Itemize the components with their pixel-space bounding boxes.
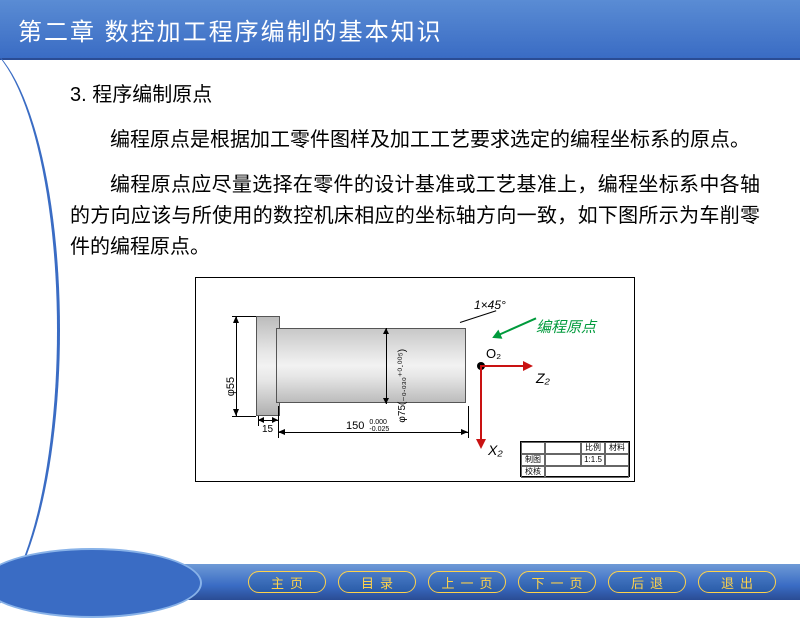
dim-15-label: 15 [262, 422, 273, 438]
x-axis-arrow [480, 365, 482, 447]
tb-cell [605, 454, 629, 466]
home-button[interactable]: 主页 [248, 571, 326, 593]
tb-cell [545, 454, 581, 466]
dim-ext [468, 406, 469, 438]
paragraph-1: 编程原点是根据加工零件图样及加工工艺要求选定的编程坐标系的原点。 [70, 125, 760, 156]
dim-phi55-line [236, 316, 237, 416]
dim-ext [232, 416, 256, 417]
next-button[interactable]: 下一页 [518, 571, 596, 593]
decorative-footer-curve [0, 548, 202, 618]
chapter-title: 第二章 数控加工程序编制的基本知识 [18, 12, 443, 47]
tb-material-head: 材料 [605, 442, 629, 454]
tb-cell [521, 442, 545, 454]
origin-arrow [494, 317, 537, 338]
section-heading: 3. 程序编制原点 [70, 80, 760, 111]
slide-content: 3. 程序编制原点 编程原点是根据加工零件图样及加工工艺要求选定的编程坐标系的原… [0, 60, 800, 492]
tb-checked: 校核 [521, 466, 545, 478]
tb-drawn: 制图 [521, 454, 545, 466]
tb-cell [545, 466, 629, 478]
dim-phi75-line [386, 328, 387, 404]
dim-150-label: 150 0.000 -0.025 [346, 418, 389, 435]
z-axis-arrow [481, 365, 531, 367]
z-axis-label: Z₂ [536, 368, 550, 390]
chapter-header: 第二章 数控加工程序编制的基本知识 [0, 0, 800, 60]
origin-annotation: 编程原点 [536, 316, 596, 339]
dim-phi75-label: φ75(₋₀.₀₃₀⁺⁰·⁰⁰⁵) [395, 349, 411, 423]
dim-150-tolerance: 0.000 -0.025 [369, 419, 389, 433]
lathe-part-drawing: 1×45° 编程原点 O₂ Z₂ X₂ φ55 φ75(₋₀.₀₃₀⁺⁰·⁰⁰⁵… [195, 277, 635, 482]
diagram-container: 1×45° 编程原点 O₂ Z₂ X₂ φ55 φ75(₋₀.₀₃₀⁺⁰·⁰⁰⁵… [70, 277, 760, 482]
dim-ext [232, 316, 256, 317]
origin-symbol: O₂ [486, 344, 501, 364]
chamfer-label: 1×45° [474, 296, 506, 315]
exit-button[interactable]: 退出 [698, 571, 776, 593]
drawing-title-block: 比例 材料 制图 1:1.5 校核 [520, 441, 630, 477]
part-body [276, 328, 466, 403]
back-button[interactable]: 后退 [608, 571, 686, 593]
tb-scale-val: 1:1.5 [581, 454, 605, 466]
dim-phi55-label: φ55 [223, 377, 240, 396]
toc-button[interactable]: 目录 [338, 571, 416, 593]
nav-footer: 主页 目录 上一页 下一页 后退 退出 [0, 564, 800, 600]
prev-button[interactable]: 上一页 [428, 571, 506, 593]
dim-15-line [258, 420, 278, 421]
tb-cell [545, 442, 581, 454]
paragraph-2: 编程原点应尽量选择在零件的设计基准或工艺基准上，编程坐标系中各轴的方向应该与所使… [70, 170, 760, 263]
tb-scale-head: 比例 [581, 442, 605, 454]
dim-150-value: 150 [346, 420, 364, 432]
x-axis-label: X₂ [488, 440, 503, 462]
